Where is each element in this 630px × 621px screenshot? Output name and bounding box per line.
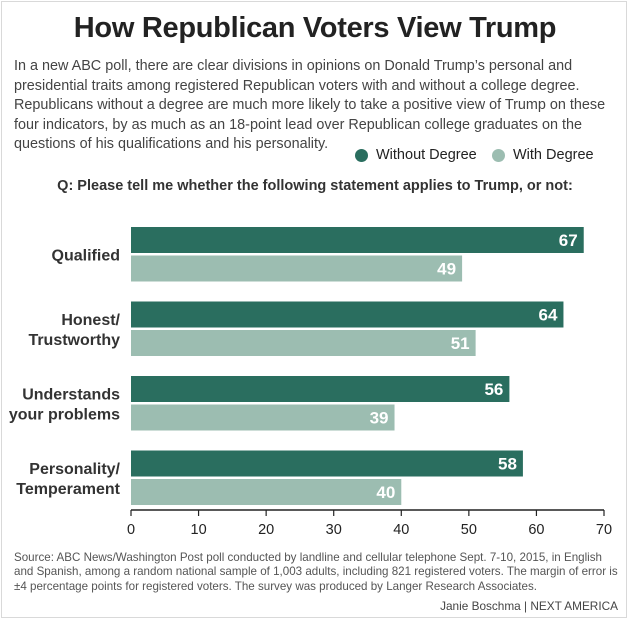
x-tick-label: 20	[258, 522, 274, 538]
legend-item-with-degree: With Degree	[492, 145, 594, 165]
x-tick-label: 30	[326, 522, 342, 538]
legend-label-with-degree: With Degree	[513, 147, 594, 163]
x-tick-label: 0	[127, 522, 135, 538]
bar-without-degree	[131, 301, 564, 328]
chart-subtitle: In a new ABC poll, there are clear divis…	[14, 58, 606, 152]
legend-swatch-without-degree	[355, 148, 368, 162]
data-label: 56	[484, 380, 503, 399]
bar-without-degree	[131, 376, 510, 402]
bar-with-degree	[131, 479, 402, 505]
chart-title: How Republican Voters View Trump	[73, 12, 557, 44]
bar-with-degree	[131, 404, 395, 431]
source-note: Source: ABC News/Washington Post poll co…	[14, 551, 618, 593]
data-label: 40	[376, 483, 395, 502]
data-label: 39	[370, 409, 389, 428]
bar-without-degree	[131, 450, 523, 477]
legend-item-without-degree: Without Degree	[355, 145, 477, 165]
x-tick-label: 50	[461, 522, 477, 538]
data-label: 51	[451, 334, 470, 353]
data-label: 64	[539, 306, 558, 325]
category-label: Trustworthy	[28, 332, 120, 349]
x-tick-label: 40	[393, 522, 409, 538]
category-label: Understands	[22, 386, 120, 403]
legend-swatch-with-degree	[492, 148, 505, 162]
category-label: Temperament	[16, 481, 120, 498]
data-label: 49	[437, 260, 456, 279]
x-tick-label: 60	[528, 522, 544, 538]
category-label: Qualified	[52, 247, 120, 264]
x-tick-label: 70	[596, 522, 612, 538]
credit-line: Janie Boschma | NEXT AMERICA	[440, 599, 618, 613]
data-label: 67	[559, 231, 578, 250]
x-tick-label: 10	[191, 522, 207, 538]
bar-without-degree	[131, 227, 584, 253]
legend-label-without-degree: Without Degree	[376, 147, 477, 163]
bar-with-degree	[131, 255, 463, 282]
category-label: your problems	[9, 406, 120, 423]
category-label: Personality/	[29, 461, 120, 478]
data-label: 58	[498, 455, 517, 474]
bar-with-degree	[131, 330, 476, 356]
survey-question: Q: Please tell me whether the following …	[57, 178, 573, 194]
category-label: Honest/	[61, 312, 120, 329]
